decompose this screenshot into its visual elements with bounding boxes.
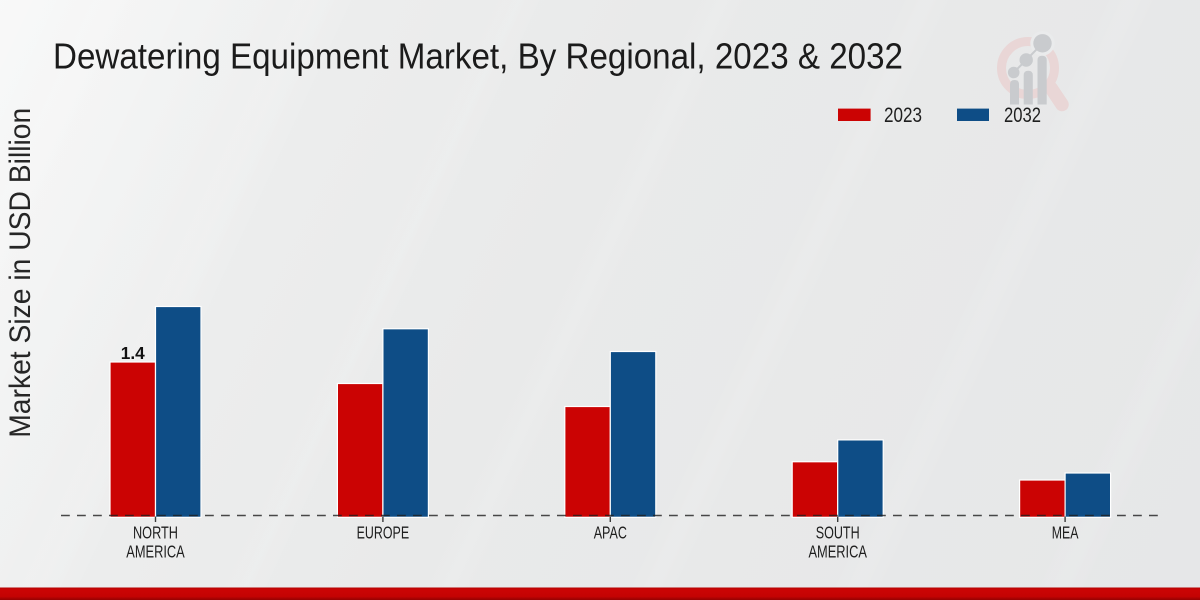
svg-text:EUROPE: EUROPE [357,522,410,542]
svg-text:Market Size in USD Billion: Market Size in USD Billion [4,108,37,438]
svg-text:2023: 2023 [884,104,922,127]
svg-text:1.4: 1.4 [121,343,145,363]
svg-text:NORTH: NORTH [133,522,178,542]
svg-text:AMERICA: AMERICA [808,542,867,562]
svg-text:MEA: MEA [1052,522,1079,542]
svg-text:Dewatering Equipment Market, B: Dewatering Equipment Market, By Regional… [53,36,903,77]
svg-text:2032: 2032 [1004,104,1041,127]
svg-text:APAC: APAC [594,522,627,542]
svg-text:AMERICA: AMERICA [126,542,185,562]
svg-text:SOUTH: SOUTH [816,522,860,542]
